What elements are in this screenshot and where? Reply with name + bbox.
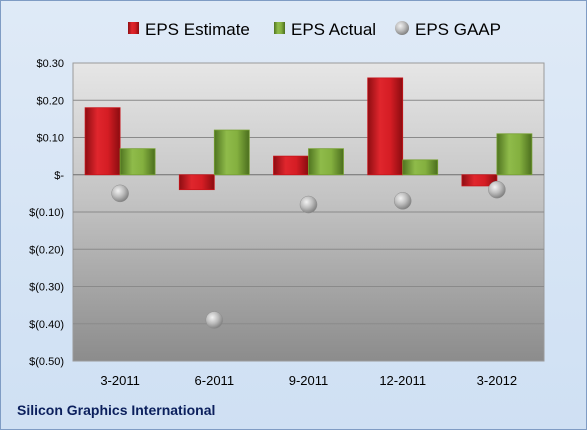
y-tick-label: $(0.10) <box>29 207 64 219</box>
legend-swatch-actual <box>274 22 285 34</box>
gaap-markers <box>111 180 506 329</box>
y-tick-label: $(0.20) <box>29 244 64 256</box>
x-tick-label: 9-2011 <box>289 373 329 388</box>
actual-bar <box>119 148 156 176</box>
legend-label-estimate: EPS Estimate <box>145 20 250 39</box>
actual-bar <box>496 133 533 176</box>
actual-bar <box>308 148 344 176</box>
legend-swatch-estimate <box>128 22 139 34</box>
x-axis-tick-labels: 3-2011 6-2011 9-2011 12-2011 3-2012 <box>100 373 517 388</box>
estimate-bar <box>461 174 498 187</box>
actual-bar <box>213 129 250 176</box>
company-name: Silicon Graphics International <box>17 402 216 418</box>
x-tick-label: 3-2012 <box>477 373 517 388</box>
y-tick-label: $0.30 <box>36 58 64 70</box>
legend-item-actual: EPS Actual <box>274 20 376 39</box>
gridlines <box>73 99 544 325</box>
actual-bar <box>402 159 439 176</box>
legend-label-gaap: EPS GAAP <box>415 20 501 39</box>
x-tick-label: 6-2011 <box>195 373 235 388</box>
y-tick-label: $(0.50) <box>29 356 64 368</box>
gaap-marker <box>299 195 318 214</box>
y-tick-label: $(0.40) <box>29 319 64 331</box>
y-tick-label: $(0.30) <box>29 282 64 294</box>
legend-item-gaap: EPS GAAP <box>395 20 501 39</box>
gaap-marker <box>488 180 506 199</box>
estimate-bar <box>273 155 309 176</box>
legend-item-estimate: EPS Estimate <box>128 20 250 39</box>
legend-label-actual: EPS Actual <box>291 20 376 39</box>
bars <box>84 77 533 191</box>
estimate-bar <box>367 77 404 176</box>
y-tick-label: $- <box>54 170 64 182</box>
gaap-marker <box>393 192 412 210</box>
estimate-bar <box>84 107 121 176</box>
y-axis-tick-labels: $0.30 $0.20 $0.10 $- $(0.10) $(0.20) $(0.30) $(… <box>29 58 64 368</box>
y-tick-label: $0.10 <box>36 133 64 145</box>
estimate-bar <box>178 174 215 191</box>
gaap-marker <box>111 184 129 203</box>
x-tick-label: 3-2011 <box>100 373 140 388</box>
gaap-marker <box>205 311 224 329</box>
legend: EPS Estimate EPS Actual EPS GAAP <box>128 20 501 39</box>
legend-marker-gaap <box>395 21 409 35</box>
y-tick-label: $0.20 <box>36 95 64 107</box>
x-tick-label: 12-2011 <box>379 373 426 388</box>
